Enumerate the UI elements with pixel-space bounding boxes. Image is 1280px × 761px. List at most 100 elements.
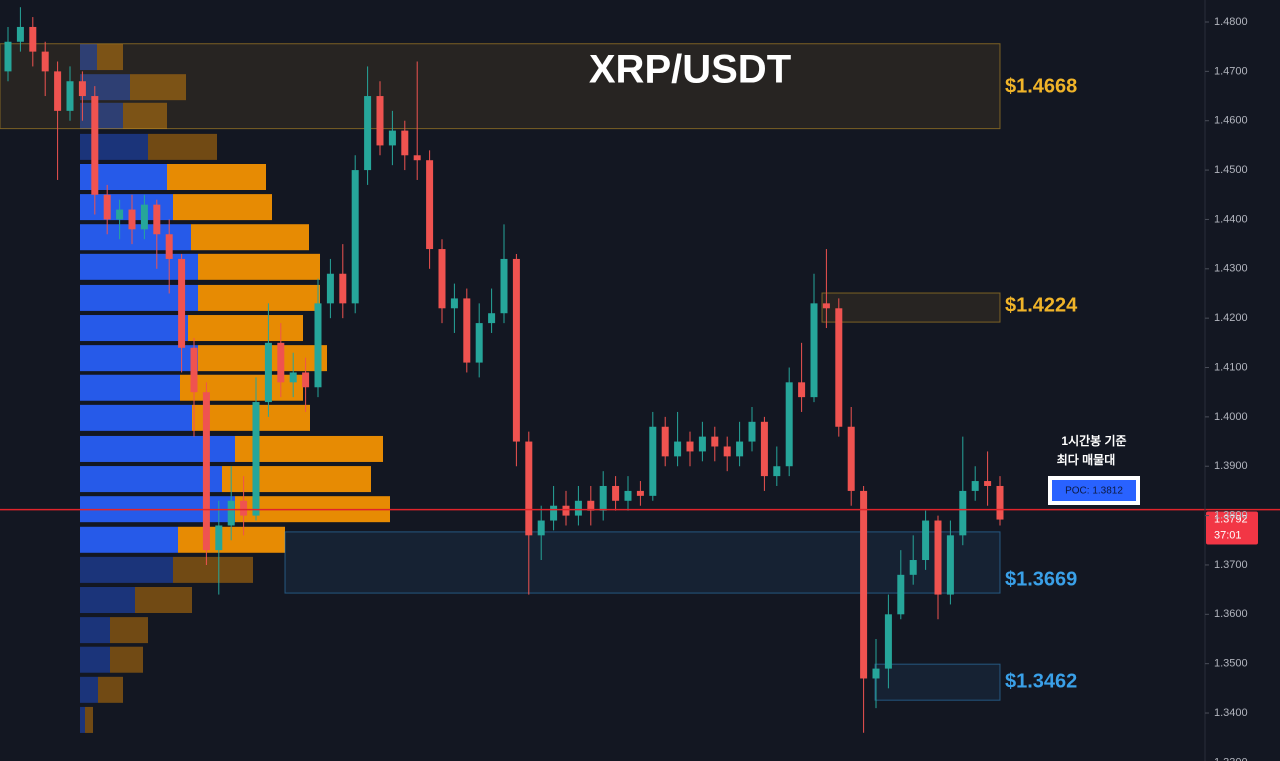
zone — [284, 531, 1001, 594]
last-price-tag — [1206, 511, 1258, 545]
profile-sell — [173, 194, 272, 221]
profile-buy — [80, 526, 178, 553]
zone — [821, 292, 1001, 323]
y-tick-label: 1.4300 — [1214, 263, 1248, 275]
candle-body — [674, 441, 682, 457]
candle-body — [612, 485, 620, 501]
profile-buy — [80, 706, 85, 733]
candle-body — [103, 194, 111, 220]
candle-body — [289, 372, 297, 383]
profile-sell — [130, 74, 186, 101]
y-tick-label: 1.4400 — [1214, 213, 1248, 225]
price-axis: 1.3300 1.3400 1.3500 1.3600 1.3700 1.3800 1.39… — [1205, 16, 1248, 761]
profile-sell — [180, 374, 303, 401]
candle-body — [364, 96, 372, 171]
candle-body — [512, 258, 520, 442]
candle-body — [934, 520, 942, 595]
y-tick-label: 1.3300 — [1214, 756, 1248, 761]
profile-sell — [85, 706, 93, 733]
zone-label: $1.4668 — [1005, 75, 1077, 97]
candle-body — [314, 303, 322, 388]
profile-sell — [98, 676, 123, 703]
candle-body — [240, 500, 248, 516]
y-tick-label: 1.4600 — [1214, 115, 1248, 127]
candle-body — [277, 342, 285, 383]
candle-body — [4, 41, 12, 72]
candle-body — [91, 96, 99, 195]
profile-sell — [97, 44, 123, 71]
profile-sell — [167, 163, 266, 190]
profile-sell — [173, 556, 253, 583]
candle-body — [649, 426, 657, 496]
y-tick-label: 1.4800 — [1214, 16, 1248, 28]
candle-body — [488, 313, 496, 324]
profile-buy — [80, 556, 173, 583]
profile-buy — [80, 435, 235, 462]
candle-body — [413, 155, 421, 161]
profile-sell — [191, 224, 309, 251]
candle-body — [116, 209, 124, 220]
y-tick-label: 1.3800 — [1214, 509, 1248, 521]
candle-body — [785, 382, 793, 467]
zone — [874, 663, 1001, 701]
profile-sell — [222, 466, 371, 493]
candle-body — [450, 298, 458, 309]
profile-sell — [192, 404, 310, 431]
candle-body — [376, 96, 384, 146]
profile-buy — [80, 102, 123, 129]
candle-body — [946, 535, 954, 595]
profile-sell — [123, 102, 167, 129]
candle-body — [190, 347, 198, 393]
candle-body — [339, 273, 347, 304]
candle-body — [351, 170, 359, 304]
profile-buy — [80, 466, 222, 493]
candle-body — [29, 26, 37, 52]
candle-body — [66, 81, 74, 111]
countdown-label: 37:01 — [1214, 529, 1242, 541]
candle-body — [599, 485, 607, 511]
y-tick-label: 1.3400 — [1214, 707, 1248, 719]
candle-body — [798, 382, 806, 398]
y-tick-label: 1.3500 — [1214, 658, 1248, 670]
zone-label: $1.3669 — [1005, 569, 1077, 591]
candle-body — [41, 51, 49, 72]
candle-body — [884, 614, 892, 669]
zone — [0, 43, 1001, 130]
y-tick-label: 1.3600 — [1214, 608, 1248, 620]
candle-body — [500, 258, 508, 314]
profile-buy — [80, 345, 198, 372]
profile-buy — [80, 646, 110, 673]
candle-body — [897, 574, 905, 615]
candle-body — [326, 273, 334, 304]
candle-body — [971, 481, 979, 491]
candle-body — [401, 130, 409, 156]
candle-body — [388, 130, 396, 146]
candle-body — [835, 308, 843, 427]
zone-label: $1.3462 — [1005, 671, 1077, 693]
candle-body — [624, 490, 632, 501]
candle-body — [54, 71, 62, 111]
candle-body — [698, 436, 706, 452]
poc-label: POC: 1.3812 — [1065, 486, 1123, 497]
candle-body — [302, 372, 310, 388]
candle-body — [178, 258, 186, 348]
zones: $1.4668 $1.4224 $1.3669 $1.3462 — [0, 43, 1078, 701]
candle-body — [760, 421, 768, 477]
candle-body — [16, 26, 24, 42]
candle-body — [475, 323, 483, 363]
candle-body — [252, 402, 260, 516]
candles — [4, 7, 1004, 733]
candle-body — [984, 481, 992, 486]
candle-body — [215, 525, 223, 551]
candle-body — [636, 490, 644, 496]
candle-body — [463, 298, 471, 363]
candle-body — [959, 490, 967, 536]
profile-buy — [80, 586, 135, 613]
candle-body — [438, 249, 446, 309]
candle-body — [922, 520, 930, 561]
candle-body — [550, 505, 558, 521]
candle-body — [909, 560, 917, 575]
candle-body — [78, 81, 86, 97]
